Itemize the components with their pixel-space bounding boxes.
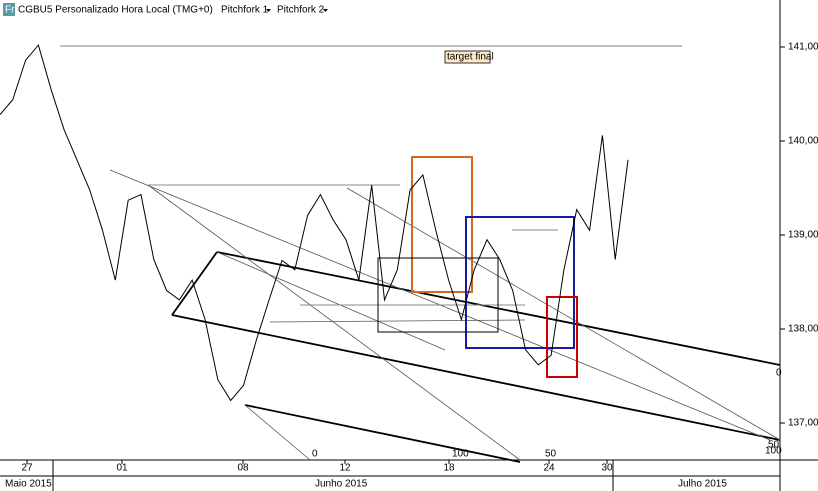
trend-line <box>147 184 521 461</box>
x-tick-label: 24 <box>543 463 555 474</box>
trend-line <box>244 404 311 461</box>
x-tick-label: 27 <box>21 463 33 474</box>
pitchfork-label: 50 <box>545 449 557 460</box>
pitchfork-line <box>171 251 218 316</box>
y-tick-label: 140,00 <box>788 136 818 147</box>
black-box <box>377 257 499 333</box>
trend-line <box>216 251 446 351</box>
x-tick-label: 12 <box>339 463 351 474</box>
y-tick-label: 139,00 <box>788 230 818 241</box>
y-tick-label: 138,00 <box>788 324 818 335</box>
chart-title: CGBU5 Personalizado Hora Local (TMG+0) <box>18 5 213 16</box>
level-line <box>269 319 526 323</box>
x-tick-label: 30 <box>601 463 613 474</box>
pitchfork-line <box>171 314 781 441</box>
month-label: Julho 2015 <box>678 479 727 490</box>
blue-box <box>465 216 575 349</box>
month-label: Maio 2015 <box>5 479 52 490</box>
menu[interactable]: Pitchfork 2 <box>277 5 325 16</box>
y-tick-label: 141,00 <box>788 42 818 53</box>
pitchfork-label: 50 <box>768 440 780 451</box>
icon-label: Fr <box>5 5 15 16</box>
annotation: target final <box>447 52 494 63</box>
pitchfork-line <box>244 404 521 463</box>
pitchfork-label: 100 <box>765 446 782 457</box>
month-label: Junho 2015 <box>315 479 368 490</box>
x-tick-label: 08 <box>237 463 249 474</box>
trend-line <box>346 187 781 441</box>
x-tick-label: 01 <box>116 463 128 474</box>
menu[interactable]: Pitchfork 1 <box>221 5 269 16</box>
price-line <box>0 44 629 402</box>
x-tick-label: 18 <box>443 463 455 474</box>
y-tick-label: 137,00 <box>788 418 818 429</box>
pitchfork-label: 0 <box>312 449 318 460</box>
pitchfork-label: 0 <box>776 368 782 379</box>
red-box <box>546 296 578 378</box>
pitchfork-label: 100 <box>452 449 469 460</box>
icon[interactable] <box>3 3 15 16</box>
annotation-box <box>444 50 491 64</box>
orange-box <box>411 156 473 293</box>
